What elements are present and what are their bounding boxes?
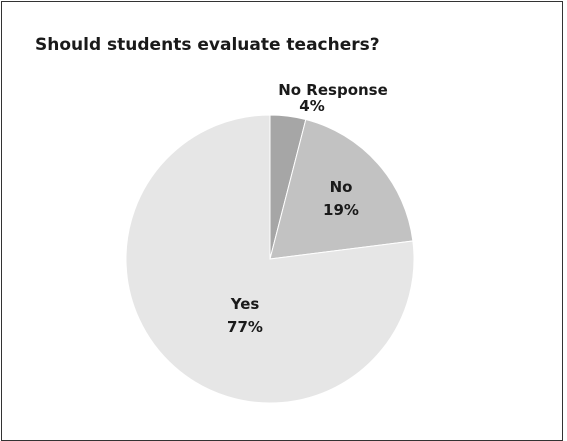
pie-slice-yes — [125, 114, 415, 404]
chart-title: Should students evaluate teachers? — [35, 35, 380, 55]
slice-label-yes-name: Yes — [230, 295, 260, 313]
slice-label-no-name: No — [330, 178, 353, 196]
pie-chart: No Response 4% No 19% Yes 77% — [125, 81, 415, 404]
pie-slice-no — [269, 118, 414, 260]
slice-label-no-response-value: 4% — [299, 97, 324, 115]
pie-labels: No Response 4% No 19% Yes 77% — [227, 81, 388, 336]
slice-label-no-value: 19% — [323, 201, 359, 219]
slice-label-no-response-name: No Response — [278, 81, 388, 99]
pie-slices — [125, 114, 415, 404]
slice-label-yes-value: 77% — [227, 318, 263, 336]
